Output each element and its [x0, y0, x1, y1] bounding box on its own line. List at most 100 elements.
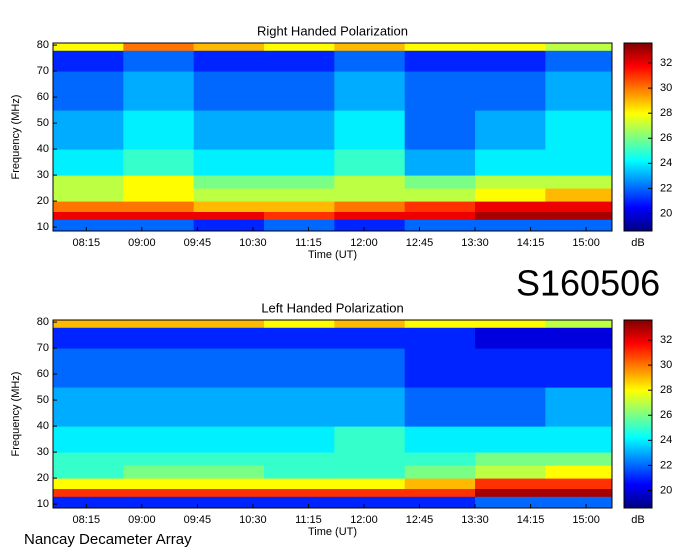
colorbar-tick-label: 22 — [660, 182, 672, 194]
heat-cell — [123, 149, 195, 176]
heat-cell — [545, 465, 613, 479]
x-tick-label: 10:30 — [239, 237, 267, 249]
heat-cell — [545, 478, 613, 489]
colorbar-tick-label: 20 — [660, 484, 672, 496]
heat-cell — [193, 488, 265, 497]
heat-cell — [475, 43, 546, 51]
y-axis-label: Frequency (MHz) — [10, 372, 22, 457]
heat-cell — [53, 188, 124, 202]
heat-cell — [404, 71, 476, 111]
colorbar-tick-label: 32 — [660, 334, 672, 346]
heat-cell — [123, 387, 195, 427]
heat-cell — [545, 201, 613, 212]
heat-cell — [264, 478, 335, 489]
heat-cell — [545, 149, 613, 176]
heat-cell — [545, 71, 613, 111]
heat-cell — [404, 465, 476, 479]
heat-cell — [53, 488, 124, 497]
heat-cell — [264, 43, 335, 51]
y-tick-label: 40 — [37, 143, 49, 155]
heat-cell — [475, 387, 546, 427]
colorbar-tick-label: 24 — [660, 434, 672, 446]
heat-cell — [193, 219, 265, 232]
heat-cell — [545, 50, 613, 72]
x-tick-label: 09:45 — [184, 514, 212, 526]
heat-cell — [334, 465, 406, 479]
heat-cell — [264, 488, 335, 497]
heat-cell — [53, 43, 124, 51]
heat-cell — [475, 219, 546, 232]
x-tick-label: 09:00 — [128, 237, 156, 249]
heat-cell — [193, 348, 265, 388]
chart-title: Right Handed Polarization — [257, 23, 408, 38]
x-tick-label: 11:15 — [295, 514, 322, 526]
heat-cell — [53, 387, 124, 427]
chart-title: Left Handed Polarization — [261, 300, 403, 315]
heat-cell — [334, 496, 406, 509]
heat-cell — [264, 149, 335, 176]
heat-cell — [53, 110, 124, 150]
heat-cell — [123, 426, 195, 453]
x-tick-label: 13:30 — [461, 237, 489, 249]
heat-cell — [475, 110, 546, 150]
heat-cell — [264, 175, 335, 189]
heat-cell — [123, 211, 195, 220]
heat-cell — [334, 488, 406, 497]
heat-cell — [264, 452, 335, 466]
heat-cell — [334, 320, 406, 328]
heat-cell — [475, 175, 546, 189]
heat-cell — [123, 50, 195, 72]
heat-cell — [545, 387, 613, 427]
y-tick-label: 70 — [37, 65, 49, 77]
heat-cell — [545, 348, 613, 388]
heat-cell — [193, 478, 265, 489]
heat-cell — [475, 426, 546, 453]
y-tick-label: 20 — [37, 472, 49, 484]
x-tick-label: 08:15 — [73, 514, 101, 526]
heat-cell — [545, 175, 613, 189]
x-tick-label: 10:30 — [239, 514, 267, 526]
heat-cell — [404, 488, 476, 497]
heat-cell — [334, 219, 406, 232]
y-tick-label: 50 — [37, 394, 49, 406]
heat-cell — [264, 71, 335, 111]
heat-cell — [545, 496, 613, 509]
heat-cell — [123, 43, 195, 51]
heat-cell — [404, 175, 476, 189]
heat-cell — [334, 201, 406, 212]
heat-cell — [545, 488, 613, 497]
plot-frame — [52, 42, 613, 232]
colorbar-tick-label: 22 — [660, 459, 672, 471]
heat-cell — [545, 219, 613, 232]
y-tick-label: 20 — [37, 195, 49, 207]
heat-cell — [53, 465, 124, 479]
heat-cell — [193, 387, 265, 427]
colorbar-tick-label: 30 — [660, 359, 672, 371]
heat-cell — [193, 320, 265, 328]
y-tick-label: 80 — [37, 316, 49, 328]
heat-cell — [53, 496, 124, 509]
heat-cell — [264, 201, 335, 212]
heat-cell — [404, 219, 476, 232]
heat-cell — [264, 465, 335, 479]
heat-cell — [123, 488, 195, 497]
colorbar-tick-label: 28 — [660, 384, 672, 396]
heat-cell — [334, 43, 406, 51]
colorbar-tick-label: 24 — [660, 157, 672, 169]
heat-cell — [193, 452, 265, 466]
y-tick-label: 70 — [37, 342, 49, 354]
heat-cell — [123, 478, 195, 489]
heat-cell — [193, 211, 265, 220]
heat-cell — [193, 496, 265, 509]
heat-cell — [545, 110, 613, 150]
heat-cell — [404, 327, 476, 349]
y-tick-label: 80 — [37, 39, 49, 51]
heat-cell — [193, 175, 265, 189]
heat-cell — [123, 188, 195, 202]
heat-cell — [334, 478, 406, 489]
source-label: Nancay Decameter Array — [24, 531, 192, 548]
heat-cell — [545, 43, 613, 51]
heat-cell — [264, 50, 335, 72]
heat-cell — [475, 188, 546, 202]
